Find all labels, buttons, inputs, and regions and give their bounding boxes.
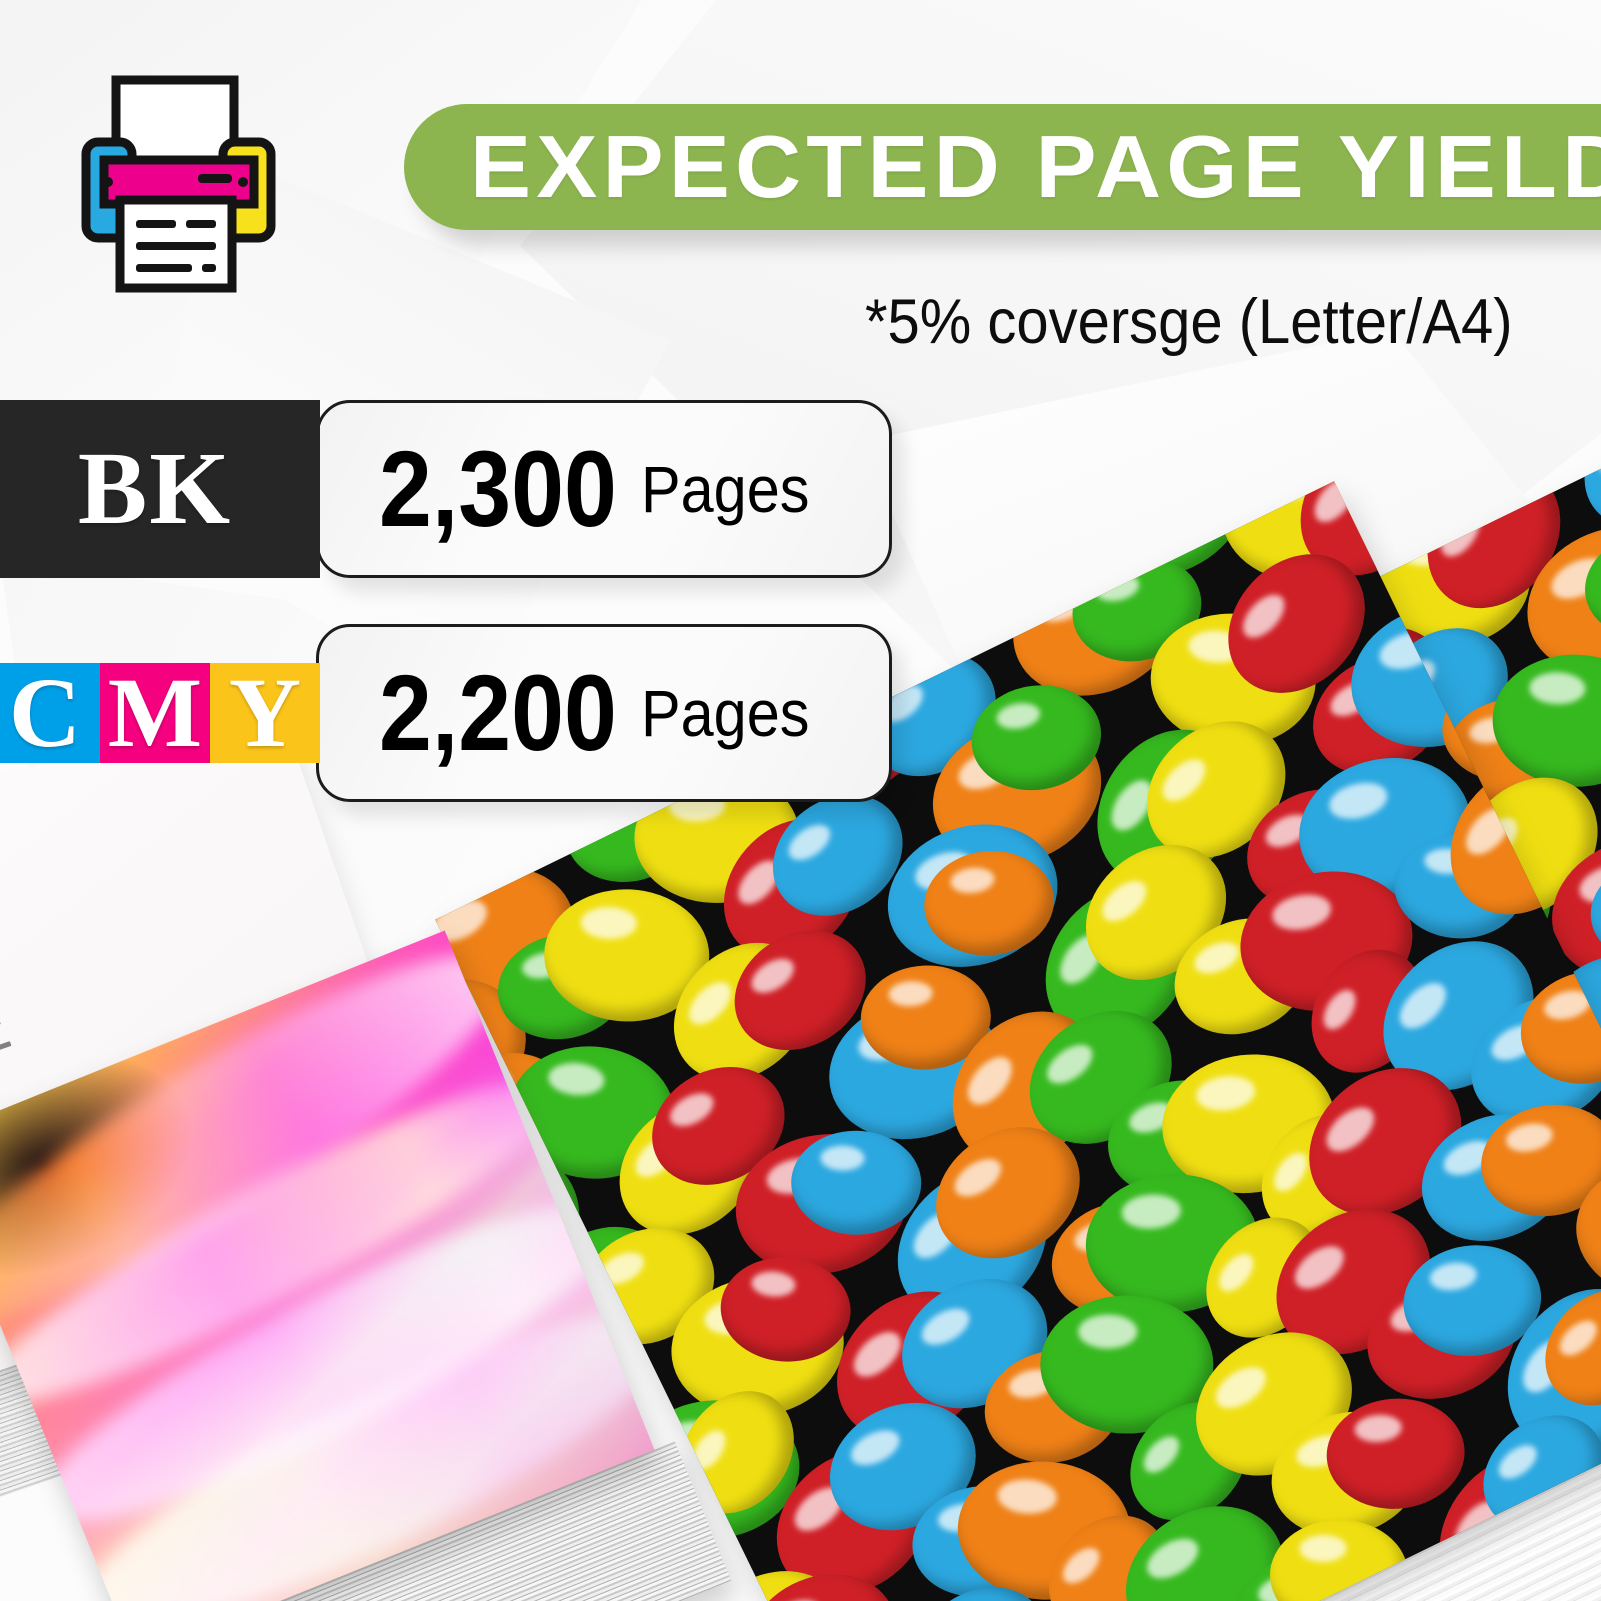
yield-row-bk: BK 2,300 Pages — [0, 400, 892, 578]
page-title: EXPECTED PAGE YIELD — [470, 117, 1601, 216]
ink-code-letter-m: M — [107, 657, 203, 768]
yield-unit: Pages — [641, 452, 810, 526]
page-yield-banner: EXPECTED PAGE YIELD — [404, 104, 1601, 230]
yield-value-card-bk: 2,300 Pages — [316, 400, 892, 578]
ink-code-letter-y: Y — [228, 657, 302, 768]
coverage-note: *5% coversge (Letter/A4) — [865, 287, 1513, 357]
ink-segment-yellow: Y — [210, 663, 320, 763]
yield-unit: Pages — [641, 676, 810, 750]
yield-value: 2,200 — [379, 652, 617, 773]
text-column — [0, 891, 19, 1080]
ink-segment-magenta: M — [100, 663, 210, 763]
ink-code-letter-c: C — [8, 657, 82, 768]
yield-row-cmy: C M Y 2,200 Pages — [0, 624, 892, 802]
ink-code-label: BK — [77, 431, 233, 546]
yield-value: 2,300 — [379, 428, 617, 549]
ink-segment-cyan: C — [0, 663, 100, 763]
candy-piece — [790, 1129, 922, 1236]
ink-code-badge-cmy: C M Y — [0, 624, 320, 802]
printer-cmyk-icon — [78, 72, 288, 297]
yield-value-card-cmy: 2,200 Pages — [316, 624, 892, 802]
ink-code-badge-bk: BK — [0, 400, 320, 578]
